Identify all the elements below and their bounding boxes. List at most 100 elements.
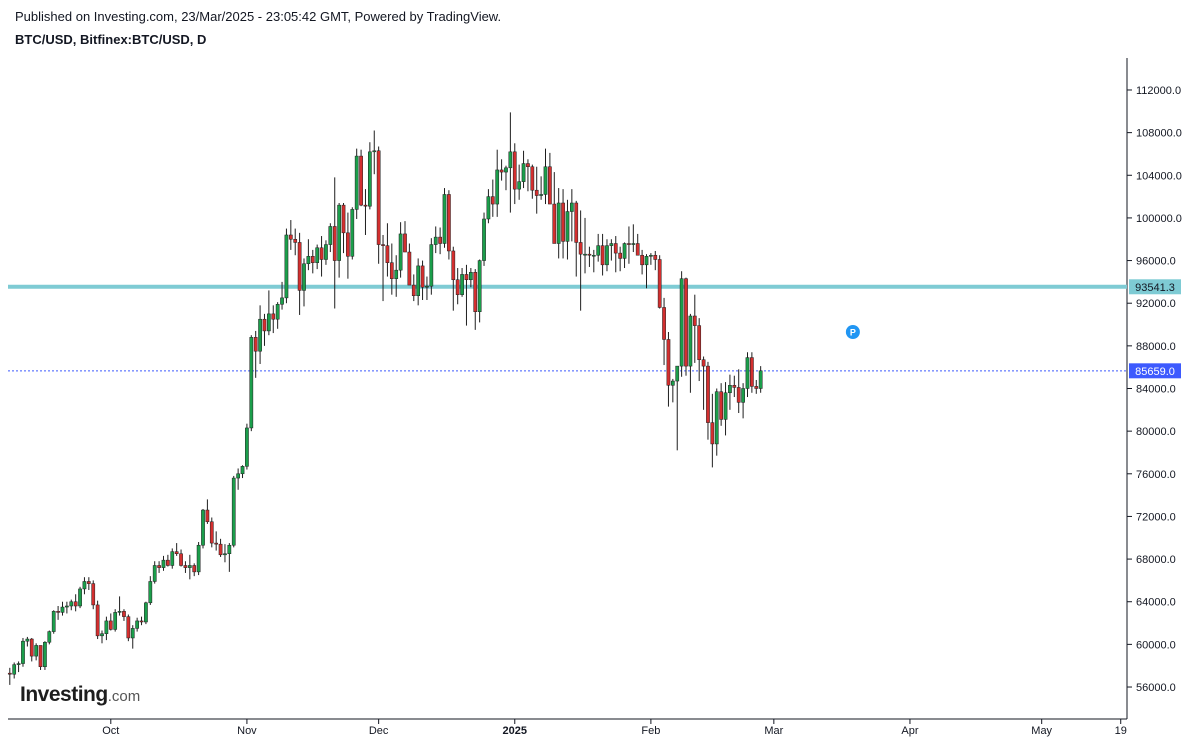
candle-body <box>622 243 627 259</box>
candle <box>732 375 737 398</box>
candle-body <box>451 250 456 281</box>
y-tick-label: 60000.0 <box>1136 639 1176 651</box>
candle-body <box>7 672 12 675</box>
candle <box>754 379 759 394</box>
candle <box>86 577 91 590</box>
candle-body <box>315 247 320 263</box>
candle <box>293 228 298 256</box>
candle-body <box>297 242 302 291</box>
candle <box>12 662 17 679</box>
candle <box>714 388 719 456</box>
candle <box>166 554 170 567</box>
candle-body <box>697 325 702 360</box>
candle <box>328 223 333 253</box>
candle <box>416 258 421 306</box>
candle <box>271 305 276 334</box>
candle <box>644 254 649 289</box>
y-tick-label: 88000.0 <box>1136 341 1176 353</box>
candle <box>262 313 267 346</box>
candle-body <box>754 386 759 389</box>
candle <box>337 202 341 278</box>
candle-body <box>627 243 631 245</box>
candle <box>69 599 74 611</box>
candle-body <box>38 645 43 668</box>
candle-body <box>618 252 622 259</box>
candle-body <box>122 611 126 617</box>
p-marker-label[interactable]: P <box>850 327 856 337</box>
candle-body <box>288 234 293 240</box>
candle-body <box>477 260 482 312</box>
candle <box>600 233 605 276</box>
candle <box>451 246 456 311</box>
candle <box>552 172 557 244</box>
candle <box>108 613 113 631</box>
candle-body <box>578 242 583 255</box>
x-tick-label: Oct <box>102 725 119 737</box>
candle <box>267 290 271 336</box>
candle-body <box>179 553 183 566</box>
candle <box>240 465 245 479</box>
logo-suffix: .com <box>107 688 141 705</box>
candle-body <box>416 265 421 296</box>
p-marker-icon[interactable] <box>845 324 860 339</box>
candle <box>359 149 363 207</box>
candle-body <box>684 278 688 367</box>
logo-brand: Investing <box>20 683 108 706</box>
candle-body <box>425 285 429 288</box>
candle <box>100 630 104 644</box>
candle <box>706 361 710 440</box>
candle-body <box>662 307 666 340</box>
candle-body <box>420 265 425 288</box>
candle <box>569 189 574 242</box>
candle-body <box>403 233 407 253</box>
candle-body <box>218 543 223 556</box>
candle-body <box>69 601 74 607</box>
candle <box>627 226 631 264</box>
x-tick-label: Feb <box>641 725 660 737</box>
candle <box>710 393 715 468</box>
candle-body <box>613 243 618 254</box>
y-tick-label: 56000.0 <box>1136 682 1176 694</box>
candle <box>258 305 262 364</box>
last-price-tag <box>1129 363 1181 379</box>
candle-body <box>429 244 434 287</box>
candle-body <box>504 167 508 173</box>
candle-body <box>65 605 69 608</box>
candle <box>253 330 258 378</box>
candle <box>486 189 491 224</box>
candle-body <box>609 243 614 246</box>
candle-body <box>73 601 78 607</box>
candle-body <box>209 521 214 544</box>
candle-body <box>324 244 328 260</box>
candle <box>635 233 640 256</box>
candle-body <box>512 151 517 190</box>
symbol-title: BTC/USD, Bitfinex:BTC/USD, D <box>15 32 207 47</box>
candle <box>521 150 526 189</box>
y-tick-label: 64000.0 <box>1136 597 1176 609</box>
candle-body <box>262 318 267 332</box>
candle-body <box>534 189 539 196</box>
candle <box>741 383 745 419</box>
candle-body <box>723 392 728 420</box>
candle <box>170 548 175 569</box>
candle <box>583 217 587 274</box>
y-tick-label: 92000.0 <box>1136 298 1176 310</box>
chart-markers[interactable]: P <box>845 324 860 339</box>
candle <box>697 318 702 382</box>
candle <box>464 264 469 326</box>
candle-body <box>240 466 245 475</box>
candle-body <box>631 243 636 245</box>
candle-body <box>16 663 21 665</box>
candle <box>482 212 486 266</box>
candle <box>609 239 614 261</box>
candle-body <box>113 612 118 630</box>
candle-body <box>249 337 254 429</box>
candle-body <box>653 254 658 260</box>
candle <box>47 630 52 645</box>
candle-body <box>284 234 289 299</box>
candle-body <box>363 204 368 207</box>
candle-body <box>605 245 609 266</box>
candle-body <box>460 274 464 295</box>
candle-body <box>95 604 100 637</box>
